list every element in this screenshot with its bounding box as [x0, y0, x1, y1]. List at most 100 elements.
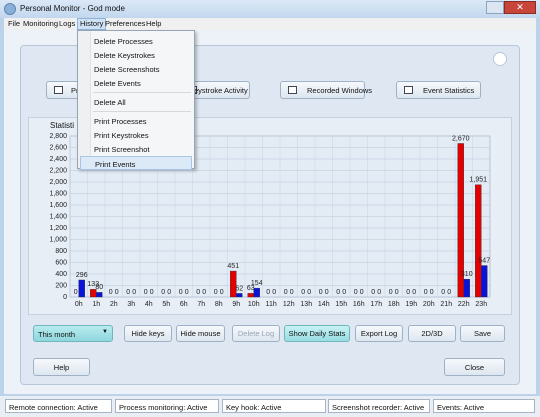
menu-separator: [93, 111, 191, 112]
data-label: 0: [336, 289, 340, 296]
panel-icon: [493, 52, 507, 66]
data-label: 0: [395, 289, 399, 296]
data-label: 0: [325, 289, 329, 296]
data-label: 0: [266, 289, 270, 296]
y-tick-label: 2,200: [49, 167, 67, 174]
x-tick-label: 7h: [197, 301, 205, 308]
data-label: 0: [220, 289, 224, 296]
control-button[interactable]: Hide keys: [124, 325, 172, 342]
control-button[interactable]: Show Daily Stats: [284, 325, 350, 342]
menu-gutter: [78, 31, 91, 168]
bar: [463, 278, 470, 298]
y-tick-label: 200: [55, 282, 67, 289]
menu-item[interactable]: Help: [146, 19, 162, 28]
x-tick-label: 11h: [266, 301, 277, 308]
button-label: Recorded Windows: [307, 86, 373, 95]
data-label: 0: [196, 289, 200, 296]
bar: [78, 279, 85, 298]
data-label: 0: [342, 289, 346, 296]
button-icon: [54, 86, 63, 94]
x-tick-label: 10h: [248, 301, 260, 308]
close-window-button[interactable]: ✕: [504, 1, 536, 14]
data-label: 0: [371, 289, 375, 296]
x-tick-label: 22h: [458, 301, 470, 308]
menu-item[interactable]: Delete Processes: [94, 37, 153, 46]
data-label: 0: [272, 289, 276, 296]
control-button[interactable]: Save: [460, 325, 505, 342]
x-tick-label: 21h: [440, 301, 452, 308]
button-icon: [404, 86, 413, 94]
menu-item[interactable]: Print Events: [80, 156, 192, 170]
data-label: 0: [354, 289, 358, 296]
menu-bar: File Monitoring Logs History Preferences Help: [4, 18, 536, 30]
menu-item[interactable]: History: [77, 18, 107, 30]
period-dropdown[interactable]: This month ▼: [33, 325, 113, 342]
menu-item[interactable]: File: [8, 19, 21, 28]
x-tick-label: 6h: [180, 301, 188, 308]
toolbar-button[interactable]: Event Statistics: [396, 81, 481, 99]
y-tick-label: 1,600: [49, 202, 67, 209]
control-button[interactable]: Hide mouse: [176, 325, 225, 342]
x-tick-label: 20h: [423, 301, 435, 308]
menu-item[interactable]: Print Screenshot: [94, 145, 150, 154]
toolbar-button[interactable]: Recorded Windows: [280, 81, 372, 99]
button-label: Event Statistics: [423, 86, 475, 95]
menu-item[interactable]: Preferences: [105, 19, 146, 28]
status-panel: Events: Active: [433, 399, 535, 413]
x-tick-label: 2h: [110, 301, 118, 308]
x-tick-label: 23h: [475, 301, 487, 308]
button-icon: [288, 86, 297, 94]
menu-item[interactable]: Print Keystrokes: [94, 131, 149, 140]
bar: [475, 184, 482, 298]
data-label: 547: [478, 257, 490, 264]
data-label: 80: [95, 284, 103, 291]
y-tick-label: 2,000: [49, 179, 67, 186]
data-label: 0: [360, 289, 364, 296]
menu-item[interactable]: Delete All: [94, 98, 126, 107]
status-panel: Process monitoring: Active: [115, 399, 219, 413]
footer-button[interactable]: Help: [33, 358, 90, 376]
data-label: 62: [235, 285, 243, 292]
button-label: Pr: [71, 86, 79, 95]
x-tick-label: 1h: [92, 301, 100, 308]
footer-button[interactable]: Close: [444, 358, 505, 376]
x-tick-label: 18h: [388, 301, 400, 308]
menu-item[interactable]: Delete Keystrokes: [94, 51, 155, 60]
y-tick-label: 600: [55, 259, 67, 266]
menu-item[interactable]: Delete Screenshots: [94, 65, 160, 74]
data-label: 133: [87, 281, 99, 288]
window-title: Personal Monitor - God mode: [20, 4, 125, 13]
x-tick-label: 15h: [335, 301, 347, 308]
menu-separator: [93, 92, 191, 93]
data-label: 0: [377, 289, 381, 296]
y-tick-label: 1,800: [49, 190, 67, 197]
data-label: 0: [132, 289, 136, 296]
minimize-button[interactable]: [486, 1, 504, 14]
bar: [253, 287, 260, 298]
x-tick-label: 0h: [75, 301, 83, 308]
data-label: 0: [319, 289, 323, 296]
app-icon: [4, 3, 16, 15]
x-tick-label: 4h: [145, 301, 153, 308]
x-tick-label: 17h: [370, 301, 382, 308]
status-panel: Remote connection: Active: [5, 399, 112, 413]
menu-item[interactable]: Logs: [59, 19, 76, 28]
data-label: 0: [441, 289, 445, 296]
y-tick-label: 2,400: [49, 156, 67, 163]
menu-item[interactable]: Delete Events: [94, 79, 141, 88]
x-tick-label: 9h: [232, 301, 240, 308]
data-label: 0: [447, 289, 451, 296]
y-tick-label: 400: [55, 271, 67, 278]
control-button: Delete Log: [232, 325, 280, 342]
data-label: 0: [179, 289, 183, 296]
data-label: 0: [284, 289, 288, 296]
control-button[interactable]: Export Log: [355, 325, 403, 342]
menu-item[interactable]: Monitoring: [23, 19, 59, 28]
data-label: 0: [109, 289, 113, 296]
data-label: 0: [185, 289, 189, 296]
menu-item[interactable]: Print Processes: [94, 117, 147, 126]
x-tick-label: 19h: [405, 301, 417, 308]
x-tick-label: 12h: [283, 301, 295, 308]
data-label: 0: [126, 289, 130, 296]
control-button[interactable]: 2D/3D: [408, 325, 456, 342]
